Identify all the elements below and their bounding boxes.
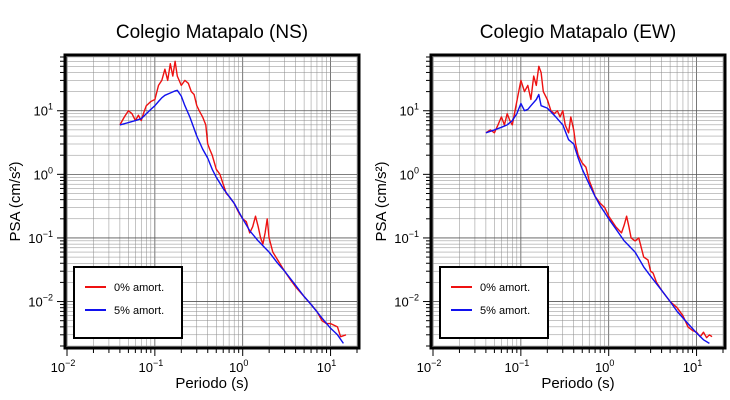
series-line-5pct	[119, 89, 344, 344]
plot-frame	[63, 53, 361, 350]
y-tick-label: 100	[400, 165, 419, 182]
y-tick-label: 101	[34, 102, 53, 119]
y-tick-label: 101	[400, 102, 419, 119]
plot-frame	[429, 53, 727, 350]
x-tick-label: 10−2	[51, 358, 76, 375]
y-tick-label: 100	[34, 165, 53, 182]
chart-panel-ew: 10−2 10−1 100 101 10−2 10−1 100 101 Colegio Mata…	[373, 22, 727, 392]
legend-label: 0% amort.	[480, 282, 530, 294]
legend-box	[439, 266, 549, 339]
y-tick-label: 10−1	[28, 229, 53, 246]
x-tick-label: 10−2	[417, 358, 442, 375]
x-tick-label: 10−1	[138, 358, 163, 375]
x-axis-label: Periodo (s)	[175, 375, 248, 392]
legend: 0% amort. 5% amort.	[439, 266, 549, 339]
chart-title: Colegio Matapalo (EW)	[480, 22, 676, 43]
x-tick-label: 100	[595, 358, 614, 375]
legend-label: 5% amort.	[480, 305, 530, 317]
x-tick-label: 100	[229, 358, 248, 375]
y-tick-label: 10−2	[394, 293, 419, 310]
x-tick-label: 101	[317, 358, 336, 375]
series-line-5pct	[485, 93, 710, 344]
y-tick-label: 10−1	[394, 229, 419, 246]
ticks	[57, 56, 358, 356]
legend-label: 0% amort.	[114, 282, 164, 294]
chart-title: Colegio Matapalo (NS)	[116, 22, 308, 43]
legend: 0% amort. 5% amort.	[73, 266, 183, 339]
legend-label: 5% amort.	[114, 305, 164, 317]
x-tick-label: 10−1	[504, 358, 529, 375]
y-tick-label: 10−2	[28, 293, 53, 310]
legend-box	[73, 266, 183, 339]
x-tick-label: 101	[683, 358, 702, 375]
ticks	[423, 56, 724, 356]
y-axis-label: PSA (cm/s²)	[7, 161, 24, 241]
y-axis-label: PSA (cm/s²)	[373, 161, 390, 241]
x-axis-label: Periodo (s)	[541, 375, 614, 392]
chart-panel-ns: 10−2 10−1 100 101 10−2 10−1 100 101 Colegio Mata…	[7, 22, 361, 392]
